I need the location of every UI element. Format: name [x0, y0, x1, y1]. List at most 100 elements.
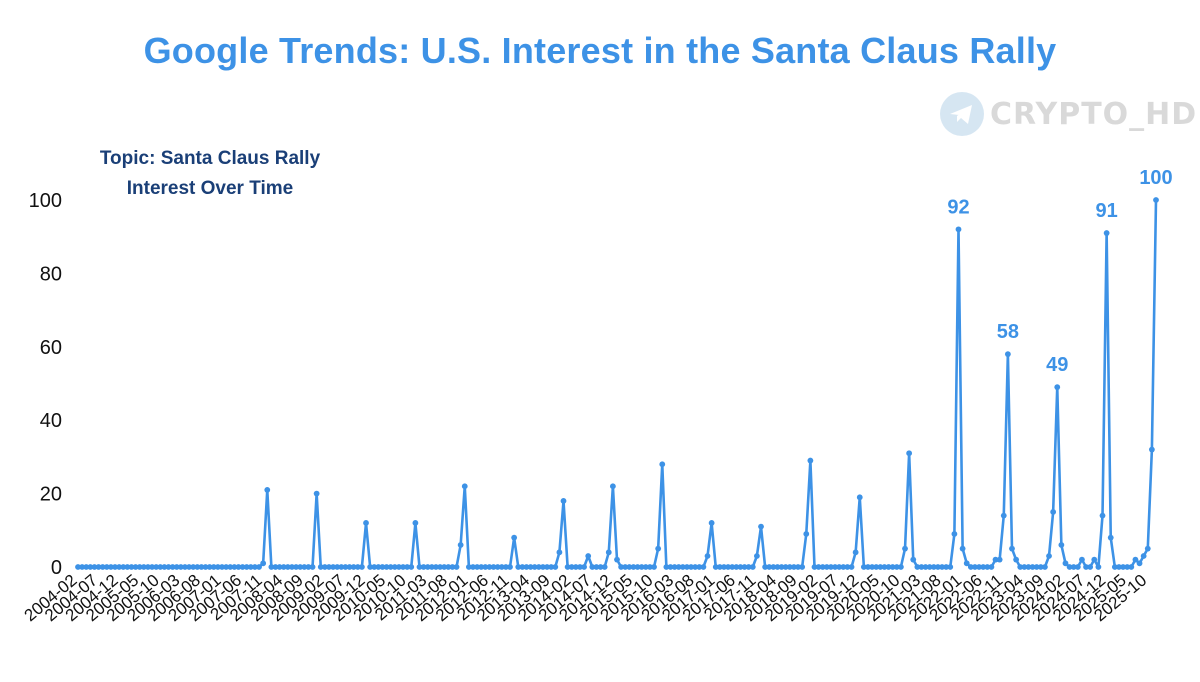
data-point — [667, 564, 674, 570]
watermark-text: CRYPTO_HD — [990, 96, 1198, 132]
data-point — [1004, 351, 1011, 358]
data-point — [428, 564, 435, 570]
data-point — [461, 483, 468, 490]
data-point — [527, 564, 534, 570]
data-point — [1066, 564, 1073, 570]
data-point — [906, 450, 913, 457]
data-point — [659, 461, 666, 468]
data-point — [626, 564, 633, 570]
data-point — [716, 564, 723, 570]
data-point — [494, 564, 501, 570]
data-point — [1037, 564, 1044, 570]
data-point — [556, 549, 563, 556]
data-point — [297, 564, 304, 570]
data-point — [478, 564, 485, 570]
data-point — [391, 564, 398, 570]
data-point — [914, 564, 921, 570]
data-point — [252, 564, 258, 570]
data-point — [420, 564, 427, 570]
data-point — [190, 564, 197, 570]
data-point — [852, 549, 859, 556]
subtitle-line-1: Topic: Santa Claus Rally — [99, 148, 321, 169]
data-point — [231, 564, 238, 570]
data-point — [412, 520, 419, 526]
y-tick-label: 40 — [40, 410, 62, 432]
data-point — [828, 564, 834, 570]
data-point — [465, 564, 472, 570]
data-point — [173, 564, 180, 570]
data-point — [289, 564, 295, 570]
data-point — [437, 564, 443, 570]
data-point — [1025, 564, 1032, 570]
data-point — [984, 564, 991, 570]
data-point — [99, 564, 106, 570]
data-point — [823, 564, 830, 570]
data-point — [490, 564, 497, 570]
data-point — [860, 564, 867, 570]
data-point — [589, 564, 596, 570]
data-point — [247, 564, 254, 570]
data-point — [943, 564, 950, 570]
data-point — [371, 564, 378, 570]
data-point — [1099, 512, 1106, 519]
peak-label: 92 — [947, 196, 969, 218]
data-point — [334, 564, 341, 570]
data-point — [791, 564, 797, 570]
data-point — [622, 564, 629, 570]
data-point — [198, 564, 205, 570]
data-point — [597, 564, 604, 570]
data-point — [363, 520, 369, 526]
data-point — [688, 564, 694, 570]
data-point — [433, 564, 439, 570]
data-point — [379, 564, 386, 570]
data-point — [223, 564, 230, 570]
data-point — [313, 490, 320, 497]
data-point — [836, 564, 843, 570]
data-point — [1017, 564, 1024, 570]
data-point — [206, 564, 213, 570]
data-point — [338, 564, 345, 570]
data-point — [922, 564, 929, 570]
data-point — [1144, 545, 1151, 552]
data-point — [745, 564, 752, 570]
data-point — [1050, 509, 1057, 515]
data-point — [593, 564, 600, 570]
data-point — [264, 487, 271, 493]
data-point — [778, 564, 785, 570]
data-point — [540, 564, 546, 570]
data-point — [634, 564, 641, 570]
data-point — [1116, 564, 1122, 570]
data-point — [1140, 553, 1147, 559]
data-point — [1136, 560, 1143, 567]
data-point — [177, 564, 184, 570]
peak-label: 100 — [1139, 167, 1172, 189]
data-point — [675, 564, 682, 570]
x-axis: 2004-022004-072004-122005-052005-102006-… — [21, 571, 1151, 626]
data-point — [832, 564, 838, 570]
data-point — [918, 564, 925, 570]
data-point — [120, 564, 127, 570]
data-point — [132, 564, 139, 570]
data-point — [280, 564, 287, 570]
data-point — [967, 564, 974, 570]
data-point — [1070, 564, 1077, 570]
data-point — [889, 564, 896, 570]
data-point — [535, 564, 542, 570]
data-point — [202, 564, 209, 570]
data-point — [346, 564, 353, 570]
data-point — [647, 564, 653, 570]
data-point — [972, 564, 978, 570]
data-point — [136, 564, 143, 570]
data-point — [577, 564, 583, 570]
chart-title: Google Trends: U.S. Interest in the Sant… — [143, 30, 1057, 71]
data-point — [256, 564, 262, 570]
data-point — [367, 564, 374, 570]
data-point — [910, 556, 917, 563]
data-point — [441, 564, 448, 570]
data-point — [1042, 564, 1048, 570]
data-point — [898, 564, 904, 570]
data-point — [116, 564, 123, 570]
data-point — [128, 564, 135, 570]
data-point — [815, 564, 822, 570]
